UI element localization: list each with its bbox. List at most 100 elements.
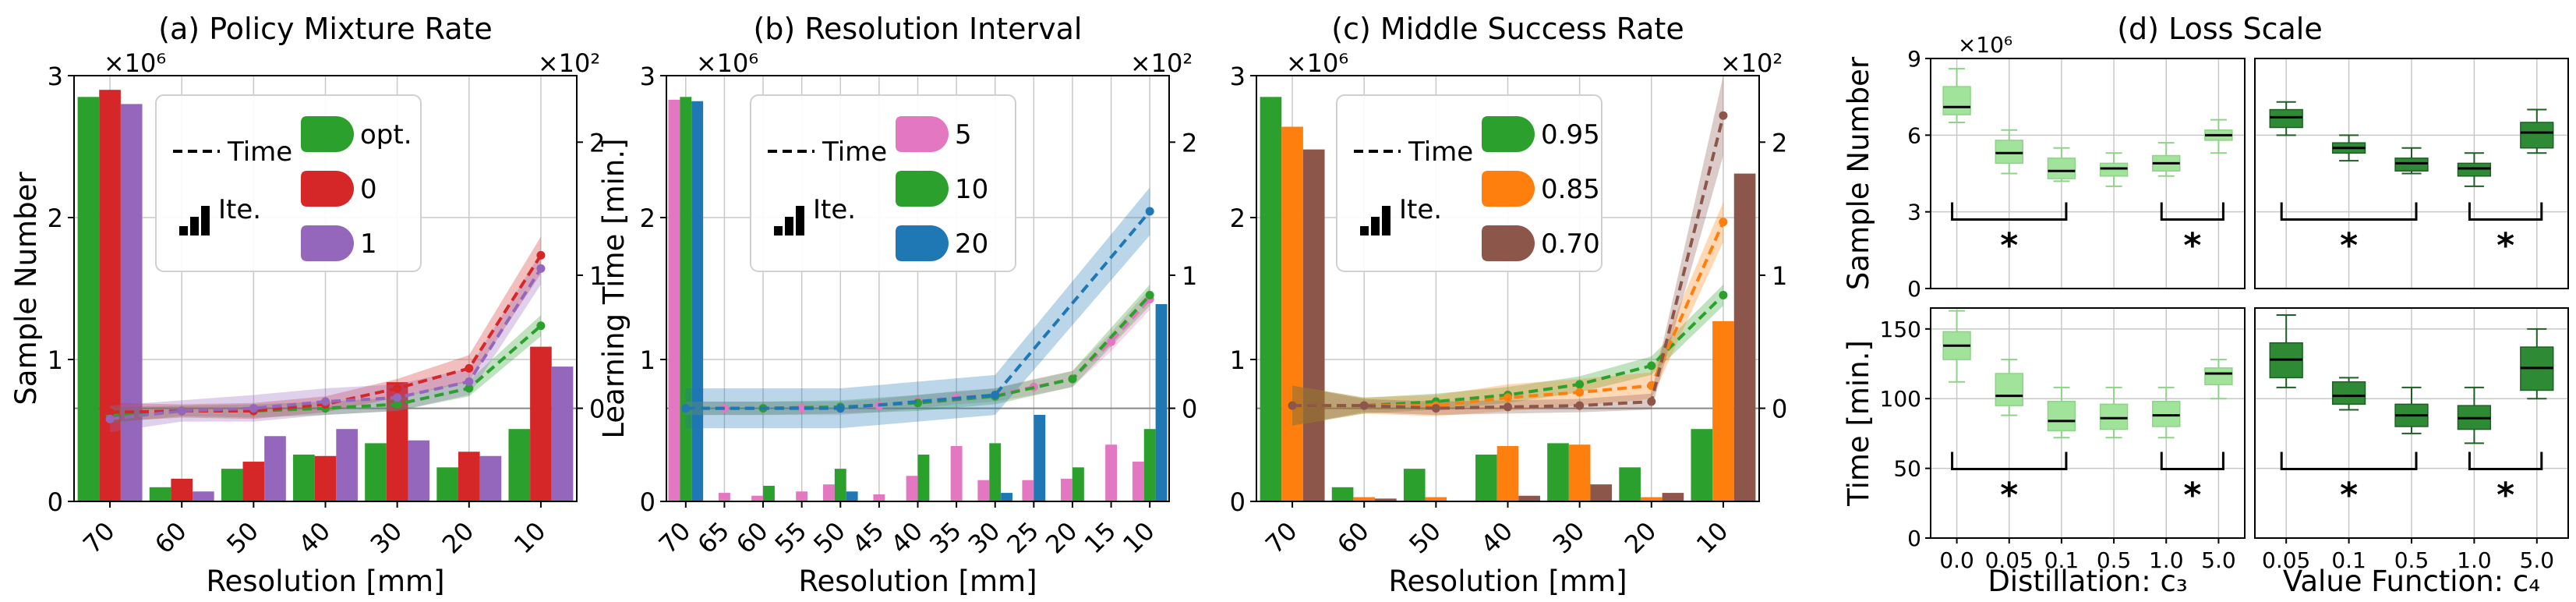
legend: Time Ite. 5 10 20 xyxy=(750,94,1016,272)
legend-patch-10 xyxy=(896,171,949,207)
time-point-0.70 xyxy=(1431,404,1440,413)
bar-5-45 xyxy=(873,494,885,501)
significance-bracket xyxy=(1951,202,2068,221)
bar-1-20 xyxy=(479,455,502,501)
time-point-1 xyxy=(105,414,115,423)
bar-5-20 xyxy=(1061,478,1072,501)
box-1.0 xyxy=(2152,401,2181,427)
x-tick-label: 10 xyxy=(1691,516,1734,560)
bar-0.95-50 xyxy=(1403,469,1426,501)
time-point-1 xyxy=(249,404,258,413)
x-tick-label: 30 xyxy=(963,516,1006,560)
significance-star: * xyxy=(2000,226,2018,266)
x-tick-label: 10 xyxy=(508,516,552,560)
box-panel-distillation-time: * * 0 50 100 150 0.0 0.05 0.1 0.5 1.0 5.0 Distillati… xyxy=(1842,307,2246,598)
x-tick-label: 50 xyxy=(1403,516,1447,560)
x-tick-label: 0.1 xyxy=(2044,547,2080,573)
y-tick-label: 3 xyxy=(1907,200,1921,225)
y2-tick-label: 2 xyxy=(1182,128,1197,158)
y-tick-label: 3 xyxy=(48,62,63,91)
bar-0.85-70 xyxy=(1281,126,1303,501)
ite-icon-bar xyxy=(1360,226,1369,235)
time-point-1 xyxy=(321,397,330,406)
plot-frame xyxy=(1930,58,2246,289)
legend-label-0.85: 0.85 xyxy=(1541,174,1600,205)
bar-5-65 xyxy=(718,493,730,501)
y-tick-label: 0 xyxy=(1230,487,1246,517)
band-1 xyxy=(110,252,541,433)
bar-5-60 xyxy=(751,495,764,501)
time-point-0.95 xyxy=(1647,361,1656,370)
x-tick-label: 30 xyxy=(1547,516,1591,560)
bar-0-60 xyxy=(171,478,193,501)
x-tick-label: 15 xyxy=(1079,516,1122,560)
y2-axis-label: Learning Time [min.] xyxy=(597,138,631,438)
bar-1-30 xyxy=(408,440,430,501)
bar-1-40 xyxy=(336,429,358,501)
x-tick-label: 0.0 xyxy=(1939,547,1974,573)
y2-tick-label: 0 xyxy=(1182,395,1197,424)
y-tick-label: 0 xyxy=(48,487,63,517)
legend-patch-1 xyxy=(301,225,354,261)
time-point-opt. xyxy=(465,384,474,393)
bar-0.85-30 xyxy=(1568,444,1591,501)
band-10 xyxy=(685,284,1150,416)
time-point-20 xyxy=(681,404,691,413)
x-tick-label: 30 xyxy=(365,516,408,560)
legend-patch-0.95 xyxy=(1482,116,1535,152)
x-tick-label: 0.05 xyxy=(2262,547,2310,573)
sample-multiplier: ×10⁶ xyxy=(1958,32,2012,58)
time-point-0.70 xyxy=(1647,397,1656,406)
bar-10-70 xyxy=(680,97,692,502)
legend-patch-0.85 xyxy=(1482,171,1535,207)
time-point-5 xyxy=(1107,337,1116,346)
bar-10-40 xyxy=(917,454,930,501)
bar-opt.-70 xyxy=(77,97,100,502)
x-tick-label: 0.5 xyxy=(2097,547,2132,573)
y-tick-label: 0 xyxy=(640,487,655,517)
time-multiplier: ×10² xyxy=(538,48,600,78)
bar-0-20 xyxy=(458,452,480,501)
time-series-group xyxy=(110,236,541,433)
legend-box xyxy=(750,94,1016,272)
legend-patch-0 xyxy=(301,171,354,207)
time-point-0.70 xyxy=(1359,401,1369,410)
x-tick-label: 45 xyxy=(846,516,890,560)
time-point-0 xyxy=(465,363,474,373)
bar-20-30 xyxy=(1001,493,1013,501)
time-point-0 xyxy=(536,250,546,260)
band-20 xyxy=(685,187,1150,429)
ite-icon-bar xyxy=(1371,217,1380,235)
x-axis-label: Resolution [mm] xyxy=(798,565,1037,598)
legend-label-5: 5 xyxy=(955,119,972,150)
legend-time-label: Time xyxy=(1408,136,1473,168)
y-tick-label: 150 xyxy=(1880,317,1921,342)
time-point-10 xyxy=(1145,291,1154,300)
x-tick-label: 20 xyxy=(1040,516,1083,560)
legend-ite-label: Ite. xyxy=(813,194,856,225)
box-1.0 xyxy=(2457,162,2492,177)
box-5.0 xyxy=(2204,367,2233,386)
y-tick-label: 2 xyxy=(1230,204,1246,233)
bar-20-70 xyxy=(691,101,704,501)
time-point-0 xyxy=(393,384,402,393)
bar-0.85-60 xyxy=(1353,497,1376,501)
bar-opt.-20 xyxy=(436,467,458,501)
y2-tick-label: 1 xyxy=(1772,261,1787,291)
legend-time-label: Time xyxy=(227,136,292,168)
significance-star: * xyxy=(2183,226,2201,266)
bar-5-40 xyxy=(906,476,918,501)
bar-0.85-50 xyxy=(1425,497,1447,501)
x-tick-label: 0.1 xyxy=(2331,547,2366,573)
x-tick-label: 70 xyxy=(1260,516,1303,560)
legend-box xyxy=(155,94,422,272)
chart-title: (c) Middle Success Rate xyxy=(1331,12,1684,46)
plot-frame xyxy=(2254,58,2569,289)
bar-1-60 xyxy=(193,491,214,501)
bar-1-70 xyxy=(120,104,143,501)
x-tick-label: 60 xyxy=(1331,516,1375,560)
bar-5-50 xyxy=(822,484,835,501)
time-point-1 xyxy=(465,377,474,386)
legend-label-10: 10 xyxy=(955,174,988,205)
time-point-20 xyxy=(1145,207,1154,216)
